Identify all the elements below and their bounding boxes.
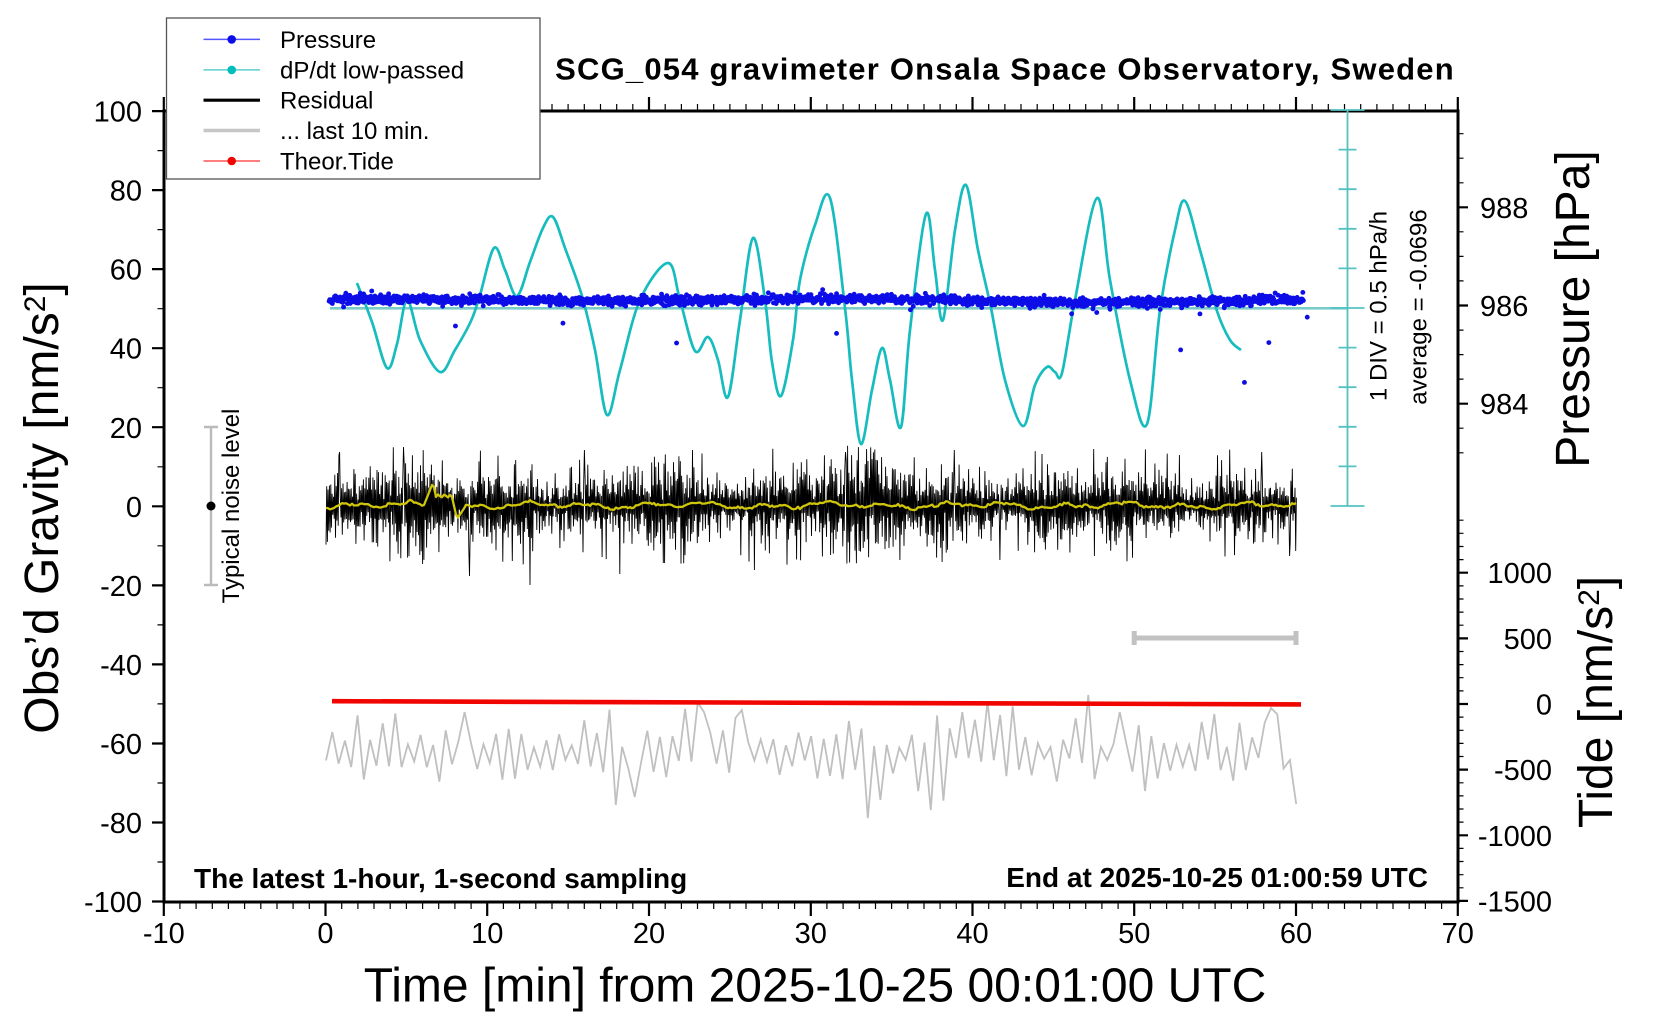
svg-text:Obs’d Gravity [nm/s2]: Obs’d Gravity [nm/s2] [16, 282, 69, 733]
svg-text:-60: -60 [100, 729, 142, 761]
svg-text:1000: 1000 [1487, 558, 1552, 590]
svg-text:Time [min] from 2025-10-25 00:: Time [min] from 2025-10-25 00:01:00 UTC [364, 960, 1267, 1013]
svg-text:Tide [nm/s2]: Tide [nm/s2] [1570, 576, 1623, 828]
svg-text:Typical noise level: Typical noise level [218, 409, 245, 604]
svg-text:20: 20 [110, 413, 142, 445]
svg-text:70: 70 [1442, 918, 1474, 950]
svg-text:0: 0 [126, 492, 142, 524]
svg-text:30: 30 [795, 918, 827, 950]
svg-text:SCG_054 gravimeter Onsala Spac: SCG_054 gravimeter Onsala Space Observat… [555, 52, 1455, 87]
svg-text:-100: -100 [84, 887, 142, 919]
svg-text:average = -0.0696: average = -0.0696 [1406, 209, 1433, 404]
svg-text:10: 10 [471, 918, 503, 950]
svg-text:... last 10 min.: ... last 10 min. [280, 118, 429, 145]
svg-text:-20: -20 [100, 571, 142, 603]
svg-text:-80: -80 [100, 808, 142, 840]
svg-text:Pressure: Pressure [280, 27, 376, 54]
svg-text:80: 80 [110, 176, 142, 208]
svg-text:Theor.Tide: Theor.Tide [280, 149, 394, 176]
svg-text:-40: -40 [100, 650, 142, 682]
svg-text:-10: -10 [143, 918, 185, 950]
svg-text:984: 984 [1480, 389, 1528, 421]
svg-text:-1500: -1500 [1478, 886, 1552, 918]
svg-text:100: 100 [94, 97, 142, 129]
svg-text:50: 50 [1118, 918, 1150, 950]
svg-text:0: 0 [1536, 690, 1552, 722]
svg-text:986: 986 [1480, 291, 1528, 323]
svg-text:1 DIV = 0.5 hPa/h: 1 DIV = 0.5 hPa/h [1366, 211, 1393, 401]
svg-text:End at 2025-10-25 01:00:59 UTC: End at 2025-10-25 01:00:59 UTC [1006, 862, 1428, 893]
svg-text:500: 500 [1504, 624, 1552, 656]
svg-text:The latest 1-hour, 1-second sa: The latest 1-hour, 1-second sampling [194, 863, 687, 894]
svg-text:20: 20 [633, 918, 665, 950]
svg-text:988: 988 [1480, 193, 1528, 225]
svg-text:40: 40 [956, 918, 988, 950]
svg-text:60: 60 [1280, 918, 1312, 950]
svg-text:-500: -500 [1494, 755, 1552, 787]
svg-text:-1000: -1000 [1478, 821, 1552, 853]
svg-text:0: 0 [317, 918, 333, 950]
svg-text:Residual: Residual [280, 88, 373, 115]
svg-text:40: 40 [110, 334, 142, 366]
svg-text:60: 60 [110, 255, 142, 287]
svg-text:Pressure [hPa]: Pressure [hPa] [1547, 150, 1600, 467]
svg-text:dP/dt low-passed: dP/dt low-passed [280, 57, 464, 84]
